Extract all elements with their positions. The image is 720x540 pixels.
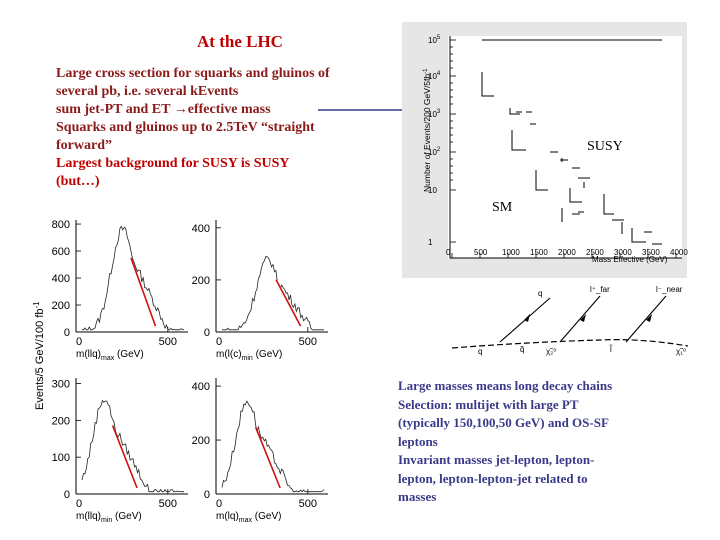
- panel-x-tick-label: 500: [159, 498, 177, 510]
- em-y-tick-label: 104: [428, 71, 441, 81]
- panel-histogram: [81, 399, 184, 493]
- em-y-tick-label: 1: [428, 238, 433, 247]
- panel-x-tick-label: 500: [299, 498, 317, 510]
- panel-histogram: [81, 225, 185, 331]
- panel-endpoint-fit: [275, 279, 302, 327]
- histogram-steps: [481, 74, 662, 245]
- mass-y-axis-title: Events/5 GeV/100 fb-1: [32, 301, 46, 410]
- arrow-3: [646, 314, 652, 322]
- susy-label: SUSY: [587, 139, 623, 154]
- em-x-tick-label: 2000: [558, 248, 576, 257]
- em-x-tick-label: 1500: [530, 248, 548, 257]
- panel-y-tick-label: 0: [204, 489, 210, 501]
- panel-histogram: [222, 256, 324, 331]
- panel-x-tick-label: 500: [299, 336, 317, 348]
- em-y-tick-label: 103: [428, 109, 441, 119]
- diagram-label-chi2: χ̃₂⁰: [546, 347, 557, 356]
- panel-y-tick-label: 800: [52, 219, 70, 231]
- panel-x-tick-label: 0: [76, 336, 82, 348]
- em-x-tick-label: 2500: [586, 248, 604, 257]
- effective-mass-plot: Number of Events/200 GeV/5fb-1 105104103…: [402, 22, 688, 278]
- panel-y-tick-label: 0: [64, 489, 70, 501]
- intro-line-4: Squarks and gluinos up to 2.5TeV “straig…: [56, 120, 315, 135]
- mass-panel-3: 0 100 200 300 0 500 m(llq)min (GeV): [52, 378, 188, 524]
- panel-x-tick-label: 0: [216, 498, 222, 510]
- panel-y-tick-label: 400: [192, 223, 210, 235]
- mass-panel-2: 0 200 400 0 500 m(l(c)min (GeV): [192, 220, 328, 362]
- mass-panel-1: 0 200 400 600 800 0 500 m(llq)max (GeV): [52, 219, 188, 362]
- panel-y-tick-label: 200: [52, 415, 70, 427]
- intro-line-3: sum jet-PT and ET →effective mass: [56, 102, 271, 117]
- panel-y-tick-label: 0: [204, 327, 210, 339]
- diagram-label-lfar: l⁺_far: [590, 285, 610, 294]
- intro-line-7: (but…): [56, 174, 100, 189]
- panel-histogram: [221, 400, 325, 493]
- y-axis-title: Number of Events/200 GeV/5fb-1: [422, 68, 432, 192]
- panel-endpoint-fit: [111, 425, 138, 489]
- x-axis-title: Mass Effective (GeV): [592, 255, 668, 264]
- selection-line-6: lepton, lepton-lepton-jet related to: [398, 470, 588, 486]
- panel-y-tick-label: 0: [64, 327, 70, 339]
- lepton-near-line: [625, 295, 667, 343]
- intro-line-1: Large cross section for squarks and glui…: [56, 66, 330, 81]
- em-x-tick-label: 3500: [642, 248, 660, 257]
- mass-panel-4: 0 200 400 0 500 m(lq)max (GeV): [192, 378, 328, 524]
- panel-x-label: m(lq)max (GeV): [216, 511, 281, 524]
- diagram-label-lnear: l⁻_near: [656, 285, 683, 294]
- panel-x-label: m(l(c)min (GeV): [216, 349, 282, 362]
- panel-y-tick-label: 600: [52, 246, 70, 258]
- slide-title: At the LHC: [197, 32, 283, 51]
- diagram-label-squark: q̃: [520, 345, 525, 354]
- lepton-far-line: [559, 295, 601, 343]
- panel-x-label: m(llq)max (GeV): [76, 349, 144, 362]
- selection-line-2: Selection: multijet with large PT: [398, 396, 579, 412]
- em-x-tick-label: 1000: [502, 248, 520, 257]
- panel-y-tick-label: 200: [192, 435, 210, 447]
- diagram-label-q-out: q: [538, 289, 542, 298]
- selection-line-7: masses: [398, 489, 437, 504]
- arrow-2: [580, 314, 586, 322]
- em-x-tick-label: 4000: [670, 248, 688, 257]
- intro-line-6: Largest background for SUSY is SUSY: [56, 156, 290, 171]
- selection-line-5: Invariant masses jet-lepton, lepton-: [398, 452, 595, 467]
- panel-x-label: m(llq)min (GeV): [76, 511, 142, 524]
- panel-x-tick-label: 0: [216, 336, 222, 348]
- selection-text: Large masses means long decay chains Sel…: [398, 377, 688, 507]
- intro-text: Large cross section for squarks and glui…: [56, 65, 386, 191]
- em-x-tick-label: 3000: [614, 248, 632, 257]
- mass-distribution-panels: Events/5 GeV/100 fb-1 0 200 400 600 800 0 500 m…: [32, 219, 328, 524]
- panel-x-tick-label: 0: [76, 498, 82, 510]
- selection-line-1: Large masses means long decay chains: [398, 378, 613, 393]
- diagram-label-slepton: l̃: [609, 345, 613, 354]
- panel-endpoint-fit: [254, 426, 281, 489]
- panel-y-tick-label: 300: [52, 379, 70, 391]
- decay-chain-diagram: q q̃ χ̃₂⁰ l̃ χ̃₁⁰ q l⁺_far l⁻_near: [451, 285, 689, 356]
- em-y-tick-label: 105: [428, 35, 441, 45]
- em-y-tick-label: 102: [428, 147, 441, 157]
- intro-line-2: several pb, i.e. several kEvents: [56, 84, 239, 99]
- panel-x-tick-label: 500: [159, 336, 177, 348]
- selection-line-4: leptons: [398, 433, 438, 449]
- sm-label: SM: [492, 200, 513, 215]
- main-chain-line: [451, 339, 689, 349]
- panel-y-tick-label: 200: [52, 300, 70, 312]
- panel-endpoint-fit: [130, 257, 157, 327]
- selection-line-3: (typically 150,100,50 GeV) and OS-SF: [398, 415, 609, 430]
- panel-y-tick-label: 100: [52, 452, 70, 464]
- arrow-1: [524, 314, 530, 322]
- panel-y-tick-label: 400: [52, 273, 70, 285]
- diagram-label-chi1: χ̃₁⁰: [676, 347, 686, 356]
- em-x-tick-label: 0: [446, 248, 451, 257]
- intro-line-5: forward”: [56, 138, 112, 153]
- panel-y-tick-label: 200: [192, 275, 210, 287]
- panel-y-tick-label: 400: [192, 381, 210, 393]
- em-y-tick-label: 10: [428, 186, 437, 195]
- plot-frame: [448, 36, 682, 258]
- diagram-label-q: q: [478, 347, 482, 356]
- em-x-tick-label: 500: [474, 248, 488, 257]
